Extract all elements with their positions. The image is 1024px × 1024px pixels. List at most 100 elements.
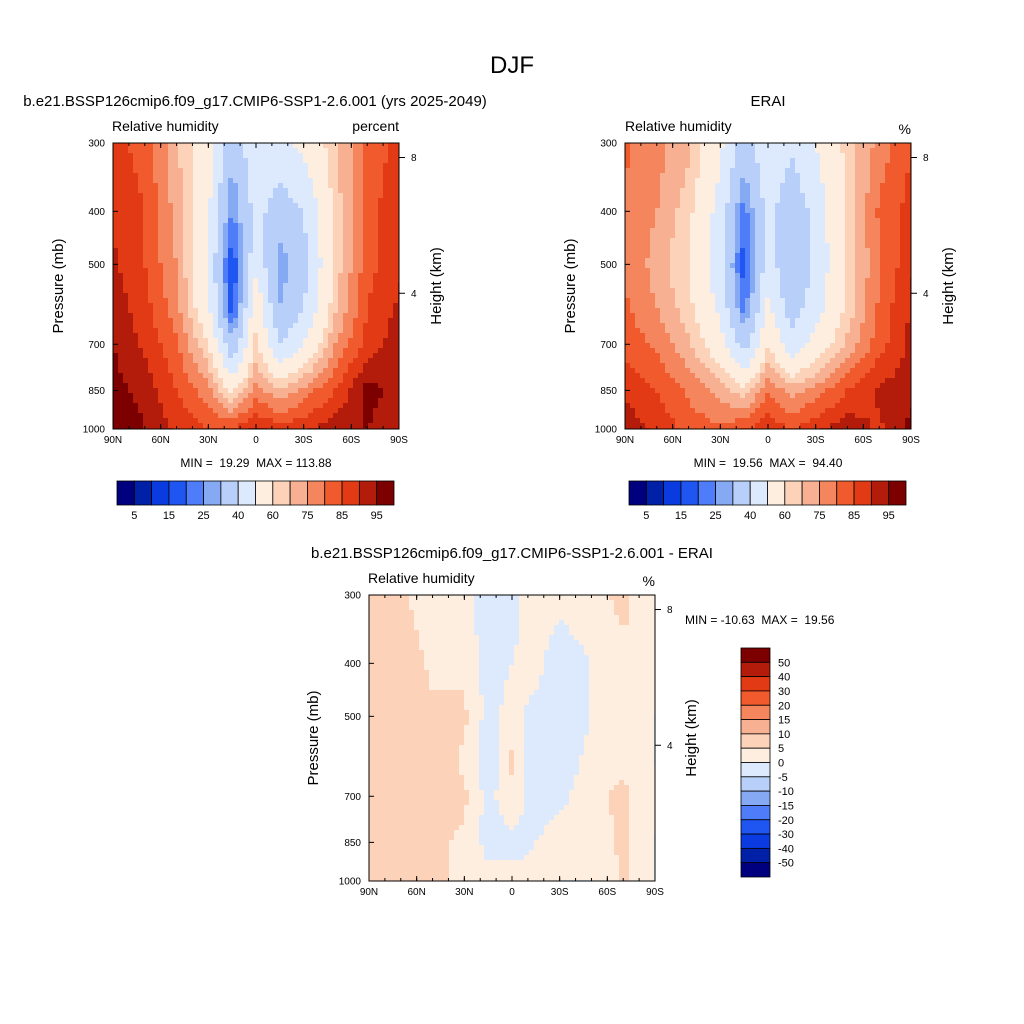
field-cell [278,298,284,304]
field-cell [138,223,144,229]
field-cell [283,198,289,204]
field-cell [765,203,771,209]
field-cell [790,168,796,174]
field-cell [745,178,751,184]
field-cell [238,328,244,334]
field-cell [840,223,846,229]
field-cell [263,223,269,229]
field-cell [248,273,254,279]
field-cell [278,378,284,384]
field-cell [123,258,129,264]
field-cell [865,233,871,239]
field-cell [860,223,866,229]
field-cell [328,418,334,424]
field-cell [168,283,174,289]
field-cell [178,178,184,184]
field-cell [328,358,334,364]
field-cell [138,388,144,394]
field-cell [138,423,144,429]
field-cell [750,188,756,194]
field-cell [358,363,364,369]
field-cell [238,418,244,424]
field-cell [158,353,164,359]
field-cell [148,268,154,274]
field-cell [755,168,761,174]
field-cell [273,308,279,314]
field-cell [178,313,184,319]
field-cell [830,158,836,164]
field-cell [238,368,244,374]
y2-tick-label: 4 [411,289,417,300]
field-cell [625,198,631,204]
field-cell [208,403,214,409]
field-cell [273,343,279,349]
field-cell [775,238,781,244]
field-cell [805,158,811,164]
field-cell [233,388,239,394]
field-cell [368,348,374,354]
field-cell [810,218,816,224]
field-cell [368,253,374,259]
field-cell [770,198,776,204]
field-cell [343,403,349,409]
field-cell [855,203,861,209]
field-cell [118,318,124,324]
field-cell [288,263,294,269]
field-cell [153,388,159,394]
field-cell [143,218,149,224]
field-cell [705,223,711,229]
field-cell [705,173,711,179]
field-cell [163,393,169,399]
field-cell [303,373,309,379]
field-cell [168,178,174,184]
field-cell [298,328,304,334]
field-cell [885,183,891,189]
field-cell [850,228,856,234]
field-cell [805,228,811,234]
field-cell [870,173,876,179]
field-cell [740,258,746,264]
field-cell [213,308,219,314]
field-cell [840,218,846,224]
field-cell [775,243,781,249]
field-cell [890,213,896,219]
field-cell [243,418,249,424]
field-cell [855,253,861,259]
field-cell [138,273,144,279]
field-cell [700,143,706,149]
field-cell [178,193,184,199]
field-cell [855,243,861,249]
field-cell [143,158,149,164]
field-cell [383,298,389,304]
field-cell [323,258,329,264]
field-cell [660,148,666,154]
field-cell [775,213,781,219]
field-cell [143,183,149,189]
field-cell [238,323,244,329]
field-cell [730,263,736,269]
field-cell [348,218,354,224]
field-cell [233,213,239,219]
field-cell [625,273,631,279]
field-cell [695,238,701,244]
field-cell [870,148,876,154]
field-cell [725,178,731,184]
field-cell [173,163,179,169]
field-cell [358,143,364,149]
field-cell [645,148,651,154]
field-cell [198,298,204,304]
field-cell [353,238,359,244]
field-cell [880,243,886,249]
field-cell [323,388,329,394]
field-cell [133,378,139,384]
field-cell [158,383,164,389]
field-cell [298,348,304,354]
field-cell [318,353,324,359]
field-cell [263,343,269,349]
field-cell [223,283,229,289]
field-cell [363,178,369,184]
field-cell [113,148,119,154]
field-cell [208,178,214,184]
field-cell [153,333,159,339]
field-cell [213,258,219,264]
